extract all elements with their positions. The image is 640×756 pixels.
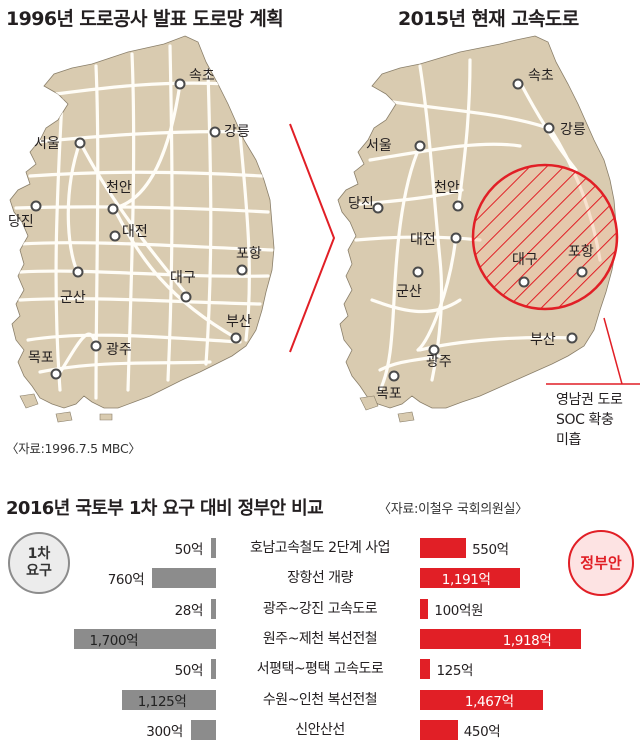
government-bar [420, 538, 467, 558]
left-map-title: 1996년 도로공사 발표 도로망 계획 [6, 8, 284, 30]
right-city-label: 대구 [512, 252, 538, 268]
project-name: 장항선 개량 [287, 570, 353, 587]
left-city-label: 서울 [34, 136, 60, 152]
request-bar [211, 538, 216, 558]
project-name: 호남고속철도 2단계 사업 [249, 540, 391, 556]
left-city-label: 대전 [122, 224, 148, 240]
right-city-label: 천안 [434, 180, 460, 196]
comparison-title: 2016년 국토부 1차 요구 대비 정부안 비교 [6, 498, 324, 519]
government-value: 450억 [463, 723, 501, 740]
comparison-row: 50억 호남고속철도 2단계 사업 550억 [0, 534, 640, 560]
right-city-label: 포항 [568, 244, 594, 260]
request-value: 300억 [146, 723, 183, 740]
annotation-line-1: 영남권 도로 [556, 392, 623, 408]
project-name: 광주~강진 고속도로 [262, 600, 378, 617]
request-value: 760억 [107, 572, 145, 589]
comparison-row: 1,125억 수원~인천 복선전철 1,467억 [0, 686, 640, 712]
comparison-row: 300억 신안산선 450억 [0, 716, 640, 742]
comparison-row: 28억 광주~강진 고속도로 100억원 [0, 595, 640, 621]
government-bar [420, 689, 543, 710]
right-map-title: 2015년 현재 고속도로 [398, 8, 579, 30]
left-city-label: 광주 [106, 342, 132, 358]
left-city-label: 부산 [226, 314, 252, 330]
government-bar [420, 719, 458, 740]
government-value: 125억 [436, 663, 474, 680]
right-city-label: 당진 [348, 196, 374, 212]
yeongnam-annotation: 영남권 도로 SOC 확충 미흡 [556, 390, 623, 450]
left-city-label: 포항 [236, 246, 262, 262]
request-badge-line-2: 요구 [26, 563, 52, 579]
right-city-label: 부산 [530, 332, 556, 348]
request-bar [211, 598, 216, 619]
request-bar [211, 659, 216, 680]
left-city-label: 대구 [170, 270, 196, 286]
left-city-label: 당진 [8, 214, 34, 230]
request-value: 1,125억 [137, 693, 187, 710]
right-city-label: 강릉 [560, 122, 586, 138]
request-value: 50억 [174, 663, 204, 680]
government-value: 1,918억 [502, 632, 552, 649]
right-city-label: 목포 [376, 386, 402, 402]
government-bar [420, 598, 429, 619]
comparison-row: 1,700억 원주~제천 복선전철 1,918억 [0, 625, 640, 651]
request-value: 50억 [174, 542, 204, 558]
request-badge: 1차 요구 [8, 532, 70, 594]
left-city-label: 속초 [189, 68, 215, 84]
government-badge: 정부안 [568, 530, 634, 596]
left-city-label: 군산 [60, 290, 86, 306]
right-city-label: 광주 [426, 354, 452, 370]
request-bar [190, 719, 216, 740]
request-badge-line-1: 1차 [27, 546, 51, 562]
comparison-source: 〈자료:이철우 국회의원실〉 [378, 502, 528, 517]
left-city-label: 천안 [106, 180, 132, 196]
government-value: 1,191억 [441, 572, 491, 589]
government-value: 100억원 [434, 602, 483, 619]
request-value: 1,700억 [89, 632, 139, 649]
project-name: 원주~제천 복선전철 [262, 630, 378, 647]
government-bar [420, 568, 520, 589]
government-value: 550억 [472, 542, 509, 558]
left-map-source: 〈자료:1996.7.5 MBC〉 [6, 441, 141, 456]
government-bar [420, 659, 431, 680]
left-city-label: 목포 [28, 350, 54, 366]
annotation-line-3: 미흡 [556, 432, 581, 448]
right-city-label: 서울 [366, 138, 392, 154]
project-name: 수원~인천 복선전철 [262, 691, 378, 708]
right-city-label: 군산 [396, 284, 422, 300]
request-bar [152, 568, 216, 589]
comparison-row: 50억 서평택~평택 고속도로 125억 [0, 655, 640, 681]
project-name: 서평택~평택 고속도로 [256, 661, 384, 678]
request-bar [121, 689, 216, 710]
government-bar [420, 628, 581, 649]
government-value: 1,467억 [464, 693, 514, 710]
request-bar [73, 628, 216, 649]
right-city-label: 대전 [410, 232, 436, 248]
annotation-line-2: SOC 확충 [556, 412, 614, 428]
left-city-label: 강릉 [224, 124, 250, 140]
right-city-label: 속초 [528, 68, 554, 84]
government-badge-label: 정부안 [580, 553, 622, 572]
request-value: 28억 [174, 602, 204, 619]
project-name: 신안산선 [295, 721, 345, 738]
comparison-row: 760억 장항선 개량 1,191억 [0, 564, 640, 590]
